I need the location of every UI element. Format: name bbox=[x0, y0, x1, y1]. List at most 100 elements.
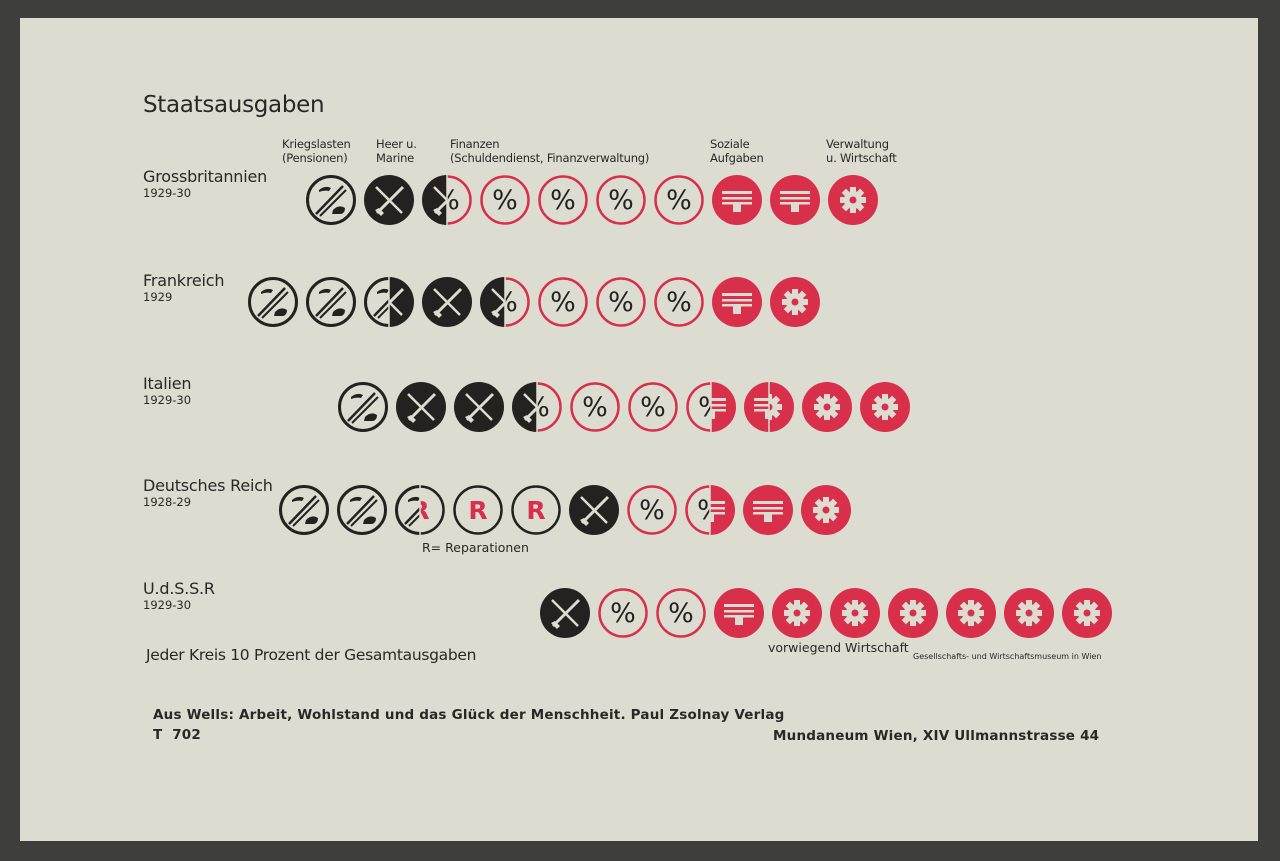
crutch-icon bbox=[338, 382, 388, 432]
circle-finance: % bbox=[598, 588, 648, 638]
percent-icon: % bbox=[480, 175, 530, 225]
building-icon bbox=[712, 175, 762, 225]
row-frankreich: %%%% bbox=[248, 277, 820, 327]
building-icon bbox=[770, 175, 820, 225]
percent-icon: % bbox=[596, 277, 646, 327]
gear-icon bbox=[1062, 588, 1112, 638]
svg-text:%: % bbox=[608, 287, 634, 318]
gear-icon bbox=[769, 382, 794, 432]
circle-admin bbox=[1062, 588, 1112, 638]
crutch-icon bbox=[306, 175, 356, 225]
crossed-rifle-sabre-icon bbox=[540, 588, 590, 638]
letter-r-icon: R bbox=[410, 485, 445, 535]
svg-text:%: % bbox=[668, 598, 694, 629]
row-label-gb: Grossbritannien 1929-30 bbox=[143, 167, 268, 200]
row-label-it: Italien 1929-30 bbox=[143, 374, 192, 407]
gear-icon bbox=[801, 485, 851, 535]
circle-social bbox=[712, 175, 762, 225]
circle-finance: % bbox=[654, 277, 704, 327]
circle-military bbox=[454, 382, 504, 432]
percent-icon: % bbox=[492, 277, 530, 327]
circle-finance: % bbox=[628, 382, 678, 432]
circle-military bbox=[364, 175, 414, 225]
crossed-rifle-sabre-icon bbox=[389, 277, 414, 327]
crutch-icon bbox=[337, 485, 387, 535]
museum-credit: Gesellschafts- und Wirtschaftsmuseum in … bbox=[913, 652, 1102, 661]
row-label-su: U.d.S.S.R 1929-30 bbox=[143, 579, 215, 612]
category-header-social: Soziale Aufgaben bbox=[710, 137, 764, 165]
crossed-rifle-sabre-icon bbox=[454, 382, 504, 432]
building-icon bbox=[711, 382, 736, 432]
svg-text:%: % bbox=[610, 598, 636, 629]
gear-icon bbox=[860, 382, 910, 432]
circle-admin bbox=[772, 588, 822, 638]
percent-icon: % bbox=[685, 485, 710, 535]
unit-note: Jeder Kreis 10 Prozent der Gesamtausgabe… bbox=[146, 646, 477, 664]
circle-reparations: R bbox=[511, 485, 561, 535]
gear-icon bbox=[830, 588, 880, 638]
circle-pensions bbox=[337, 485, 387, 535]
circle-pensions bbox=[306, 277, 356, 327]
building-icon bbox=[712, 277, 762, 327]
circle-finance: % bbox=[538, 175, 588, 225]
crutch-icon bbox=[395, 485, 420, 535]
gear-icon bbox=[946, 588, 996, 638]
circle-admin bbox=[860, 382, 910, 432]
circle-social bbox=[743, 485, 793, 535]
circle-pensions bbox=[338, 382, 388, 432]
svg-text:%: % bbox=[666, 287, 692, 318]
percent-icon: % bbox=[628, 382, 678, 432]
source-line: Aus Wells: Arbeit, Wohlstand und das Glü… bbox=[153, 707, 785, 723]
chart-card bbox=[20, 18, 1258, 841]
circle-social bbox=[714, 588, 764, 638]
circle-finance: % bbox=[570, 382, 620, 432]
address: Mundaneum Wien, XIV Ullmannstrasse 44 bbox=[773, 728, 1100, 744]
circle-half-finance-social: % bbox=[686, 382, 736, 432]
crutch-icon bbox=[279, 485, 329, 535]
circle-military bbox=[422, 277, 472, 327]
reparations-legend: R= Reparationen bbox=[422, 540, 529, 555]
row-u-d-s-s-r: %% bbox=[540, 588, 1112, 638]
circle-admin bbox=[1004, 588, 1054, 638]
svg-text:R: R bbox=[410, 496, 429, 525]
gear-icon bbox=[770, 277, 820, 327]
circle-social bbox=[770, 175, 820, 225]
svg-text:%: % bbox=[608, 185, 634, 216]
letter-r-icon: R bbox=[453, 485, 503, 535]
crossed-rifle-sabre-icon bbox=[364, 175, 414, 225]
gear-icon bbox=[888, 588, 938, 638]
building-icon bbox=[710, 485, 735, 535]
crossed-rifle-sabre-icon bbox=[569, 485, 619, 535]
percent-icon: % bbox=[656, 588, 706, 638]
circle-admin bbox=[802, 382, 852, 432]
crossed-rifle-sabre-icon bbox=[512, 382, 537, 432]
circle-half-military-finance: % bbox=[422, 175, 472, 225]
svg-text:%: % bbox=[698, 392, 724, 423]
circle-military bbox=[540, 588, 590, 638]
building-icon bbox=[743, 485, 793, 535]
crossed-rifle-sabre-icon bbox=[396, 382, 446, 432]
circle-finance: % bbox=[538, 277, 588, 327]
svg-text:%: % bbox=[550, 287, 576, 318]
letter-r-icon: R bbox=[511, 485, 561, 535]
circle-half-pensions-reparations: R bbox=[395, 485, 445, 535]
circle-half-pensions-military bbox=[364, 277, 414, 327]
category-header-finance: Finanzen (Schuldendienst, Finanzverwaltun… bbox=[450, 137, 650, 165]
svg-text:%: % bbox=[666, 185, 692, 216]
percent-icon: % bbox=[598, 588, 648, 638]
category-header-admin: Verwaltung u. Wirtschaft bbox=[826, 137, 897, 165]
gear-icon bbox=[772, 588, 822, 638]
category-header-pensions: Kriegslasten (Pensionen) bbox=[282, 137, 351, 165]
svg-text:%: % bbox=[640, 392, 666, 423]
svg-text:R: R bbox=[468, 496, 487, 525]
svg-text:%: % bbox=[582, 392, 608, 423]
svg-text:%: % bbox=[524, 392, 550, 423]
svg-text:%: % bbox=[492, 287, 518, 318]
circle-finance: % bbox=[596, 175, 646, 225]
percent-icon: % bbox=[538, 175, 588, 225]
crossed-rifle-sabre-icon bbox=[480, 277, 505, 327]
ussr-annotation: vorwiegend Wirtschaft bbox=[768, 640, 909, 655]
row-grossbritannien: %%%%% bbox=[306, 175, 878, 225]
circle-admin bbox=[888, 588, 938, 638]
